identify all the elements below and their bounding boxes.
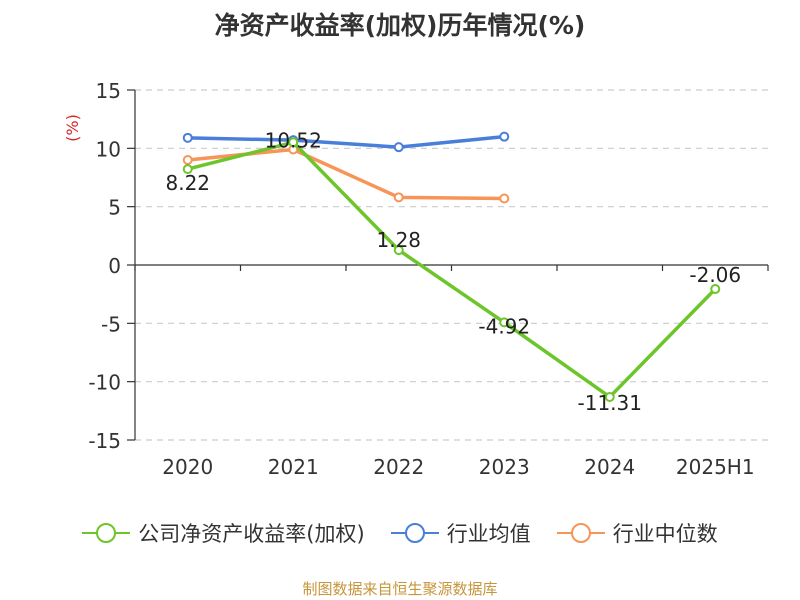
legend-item: 公司净资产收益率(加权) [82, 518, 365, 548]
y-tick-label: -10 [88, 371, 121, 395]
series-lines [182, 131, 721, 402]
data-point [499, 131, 510, 142]
data-label: 1.28 [376, 228, 421, 252]
x-tick-label: 2023 [479, 455, 530, 479]
legend-item: 行业均值 [390, 518, 531, 548]
legend-item: 行业中位数 [556, 518, 718, 548]
data-label: -11.31 [578, 391, 642, 415]
y-tick-label: 15 [96, 79, 121, 103]
data-point [393, 142, 404, 153]
axes: 15 10 5 0 -5 -10 -15 2020 2021 2022 2023 2024 2025H1… [63, 79, 769, 479]
data-label: -4.92 [478, 314, 530, 338]
y-tick-label: -5 [101, 312, 121, 336]
x-tick-label: 2020 [162, 455, 213, 479]
data-point [182, 132, 193, 143]
data-point [499, 317, 510, 328]
y-tick-label: 10 [96, 137, 121, 161]
y-axis-label: (%) [63, 114, 82, 142]
data-point [182, 164, 193, 175]
data-label: -2.06 [689, 263, 741, 287]
legend-label: 行业均值 [446, 522, 531, 546]
data-point [499, 193, 510, 204]
data-point [710, 284, 721, 295]
chart-title: 净资产收益率(加权)历年情况(%) [214, 11, 586, 40]
legend-marker-icon [82, 521, 131, 545]
x-tick-label: 2025H1 [676, 455, 755, 479]
data-point [288, 137, 299, 148]
y-tick-label: 5 [108, 196, 121, 220]
data-point [182, 155, 193, 165]
source-note: 制图数据来自恒生聚源数据库 [302, 580, 498, 598]
series-line [187, 134, 505, 149]
legend-label: 公司净资产收益率(加权) [138, 522, 365, 546]
y-tick-label: 0 [108, 254, 121, 278]
x-tick-label: 2021 [268, 455, 319, 479]
series-line [187, 140, 717, 399]
data-point [393, 192, 404, 203]
legend-marker-icon [390, 521, 439, 545]
legend-marker-icon [556, 521, 605, 545]
legend: 公司净资产收益率(加权) 行业均值 行业中位数 [0, 518, 800, 548]
y-tick-label: -15 [88, 429, 121, 453]
data-labels: 8.22 10.52 1.28 -4.92 -11.31 -2.06 [165, 128, 741, 415]
data-point [393, 245, 404, 256]
x-tick-label: 2022 [373, 455, 424, 479]
data-label: 8.22 [165, 171, 210, 195]
legend-label: 行业中位数 [612, 522, 718, 546]
data-label: 10.52 [265, 128, 322, 152]
x-tick-label: 2024 [584, 455, 635, 479]
data-point [604, 391, 615, 402]
